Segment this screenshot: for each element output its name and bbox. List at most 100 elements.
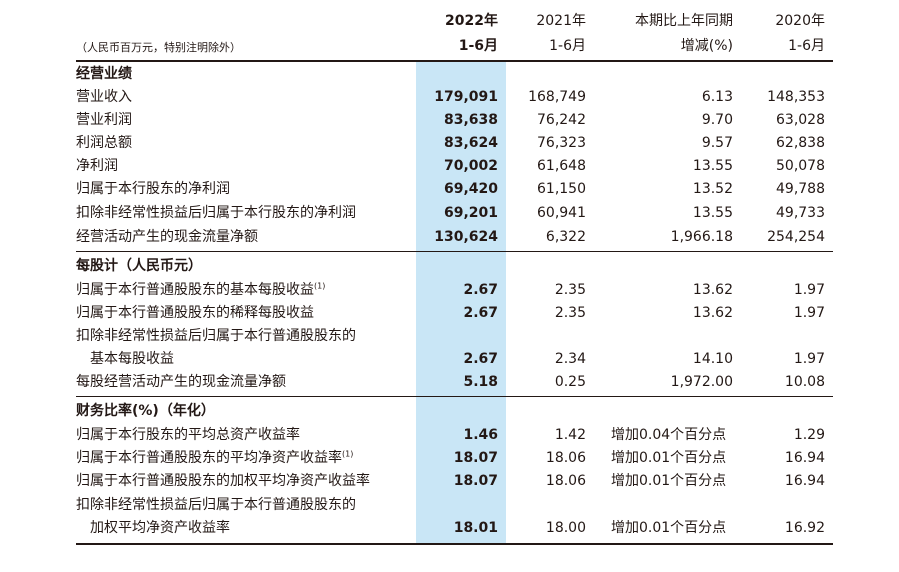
value-2021: 61,648 bbox=[537, 158, 586, 174]
row-label-text: 归属于本行普通股股东的基本每股收益 bbox=[76, 282, 314, 298]
table-row: 营业收入 179,091 168,749 6.13 148,353 bbox=[0, 86, 899, 109]
row-label: 归属于本行普通股股东的平均净资产收益率(1) bbox=[76, 447, 353, 470]
col-2020-year: 2020年 bbox=[775, 13, 825, 29]
value-change: 13.55 bbox=[692, 205, 733, 221]
value-2021: 18.06 bbox=[545, 473, 586, 489]
value-change: 1,972.00 bbox=[670, 374, 733, 390]
value-2022: 2.67 bbox=[463, 351, 498, 367]
header-rule bbox=[76, 60, 833, 62]
value-2020: 16.92 bbox=[784, 520, 825, 536]
value-change: 13.62 bbox=[692, 282, 733, 298]
value-2020: 62,838 bbox=[776, 135, 825, 151]
table-row: 归属于本行普通股股东的稀释每股收益 2.67 2.35 13.62 1.97 bbox=[0, 302, 899, 325]
value-2021: 18.06 bbox=[545, 450, 586, 466]
value-change: 9.57 bbox=[701, 135, 733, 151]
section-title: 每股计（人民币元） bbox=[76, 258, 202, 274]
table-row-label-line1: 扣除非经常性损益后归属于本行普通股股东的 bbox=[0, 494, 899, 517]
section-title-row: 每股计（人民币元） bbox=[0, 255, 899, 278]
value-2022: 69,201 bbox=[443, 205, 498, 221]
value-change: 增加0.01个百分点 bbox=[611, 450, 727, 466]
value-change: 增加0.01个百分点 bbox=[611, 473, 727, 489]
row-label: 扣除非经常性损益后归属于本行普通股股东的 bbox=[76, 497, 356, 513]
table-row: 利润总额 83,624 76,323 9.57 62,838 bbox=[0, 132, 899, 155]
value-2021: 61,150 bbox=[537, 181, 586, 197]
value-2020: 1.97 bbox=[793, 351, 825, 367]
value-2022: 69,420 bbox=[443, 181, 498, 197]
value-2020: 49,733 bbox=[776, 205, 825, 221]
value-2020: 50,078 bbox=[776, 158, 825, 174]
value-2022: 83,624 bbox=[443, 135, 498, 151]
table-row: 经营活动产生的现金流量净额 130,624 6,322 1,966.18 254… bbox=[0, 226, 899, 249]
col-2022-year: 2022年 bbox=[445, 13, 498, 29]
value-2022: 18.01 bbox=[453, 520, 498, 536]
table-row: 加权平均净资产收益率 18.01 18.00 增加0.01个百分点 16.92 bbox=[0, 517, 899, 540]
value-2022: 2.67 bbox=[463, 305, 498, 321]
value-2020: 148,353 bbox=[767, 89, 825, 105]
table-row: 营业利润 83,638 76,242 9.70 63,028 bbox=[0, 109, 899, 132]
section-divider bbox=[76, 251, 833, 252]
row-label: 每股经营活动产生的现金流量净额 bbox=[76, 374, 286, 390]
value-2021: 18.00 bbox=[545, 520, 586, 536]
value-2022: 83,638 bbox=[443, 112, 498, 128]
col-2021-period: 1-6月 bbox=[549, 38, 586, 54]
section-divider bbox=[76, 396, 833, 397]
table-row: 归属于本行普通股股东的平均净资产收益率(1) 18.07 18.06 增加0.0… bbox=[0, 447, 899, 470]
value-2021: 76,323 bbox=[537, 135, 586, 151]
value-2020: 1.97 bbox=[793, 305, 825, 321]
value-2021: 2.35 bbox=[554, 282, 586, 298]
value-2020: 254,254 bbox=[767, 229, 825, 245]
value-change: 9.70 bbox=[701, 112, 733, 128]
value-2022: 130,624 bbox=[434, 229, 498, 245]
table-header: 2022年 1-6月 2021年 1-6月 本期比上年同期 增减(%) 2020… bbox=[0, 0, 899, 60]
section-title-row: 财务比率(%)（年化） bbox=[0, 400, 899, 423]
value-2020: 16.94 bbox=[784, 473, 825, 489]
value-change: 6.13 bbox=[701, 89, 733, 105]
table-row: 净利润 70,002 61,648 13.55 50,078 bbox=[0, 155, 899, 178]
row-label-line2: 基本每股收益 bbox=[90, 351, 174, 367]
value-2022: 2.67 bbox=[463, 282, 498, 298]
row-label: 经营活动产生的现金流量净额 bbox=[76, 229, 258, 245]
row-label: 扣除非经常性损益后归属于本行股东的净利润 bbox=[76, 205, 356, 221]
value-2021: 60,941 bbox=[537, 205, 586, 221]
row-label: 归属于本行股东的平均总资产收益率 bbox=[76, 427, 300, 443]
value-change: 1,966.18 bbox=[670, 229, 733, 245]
row-label: 净利润 bbox=[76, 158, 118, 174]
row-label: 利润总额 bbox=[76, 135, 132, 151]
unit-note: （人民币百万元，特别注明除外） bbox=[76, 41, 241, 54]
table-row-label-line1: 扣除非经常性损益后归属于本行普通股股东的 bbox=[0, 325, 899, 348]
value-2021: 76,242 bbox=[537, 112, 586, 128]
value-2020: 49,788 bbox=[776, 181, 825, 197]
table-row: 每股经营活动产生的现金流量净额 5.18 0.25 1,972.00 10.08 bbox=[0, 371, 899, 394]
value-2021: 2.35 bbox=[554, 305, 586, 321]
row-label: 扣除非经常性损益后归属于本行普通股股东的 bbox=[76, 328, 356, 344]
value-2021: 0.25 bbox=[554, 374, 586, 390]
row-label-line2: 加权平均净资产收益率 bbox=[90, 520, 230, 536]
value-change: 14.10 bbox=[692, 351, 733, 367]
value-2021: 168,749 bbox=[528, 89, 586, 105]
table-bottom-rule bbox=[76, 543, 833, 545]
value-2020: 1.29 bbox=[793, 427, 825, 443]
value-2022: 18.07 bbox=[453, 450, 498, 466]
col-2022-period: 1-6月 bbox=[458, 38, 498, 54]
table-row: 归属于本行普通股股东的加权平均净资产收益率 18.07 18.06 增加0.01… bbox=[0, 470, 899, 493]
value-2022: 70,002 bbox=[443, 158, 498, 174]
value-2022: 1.46 bbox=[463, 427, 498, 443]
col-change-title: 本期比上年同期 bbox=[635, 13, 733, 29]
value-change: 增加0.01个百分点 bbox=[611, 520, 727, 536]
table-row: 归属于本行股东的平均总资产收益率 1.46 1.42 增加0.04个百分点 1.… bbox=[0, 424, 899, 447]
row-label: 营业收入 bbox=[76, 89, 132, 105]
highlight-column-2022 bbox=[416, 61, 506, 544]
value-2022: 5.18 bbox=[463, 374, 498, 390]
col-2021-year: 2021年 bbox=[536, 13, 586, 29]
value-2022: 179,091 bbox=[434, 89, 498, 105]
footnote-marker: (1) bbox=[342, 449, 354, 459]
value-2022: 18.07 bbox=[453, 473, 498, 489]
section-title: 经营业绩 bbox=[76, 66, 132, 82]
table-row: 基本每股收益 2.67 2.34 14.10 1.97 bbox=[0, 348, 899, 371]
value-change: 13.52 bbox=[692, 181, 733, 197]
col-2020-period: 1-6月 bbox=[788, 38, 825, 54]
row-label: 归属于本行普通股股东的加权平均净资产收益率 bbox=[76, 473, 370, 489]
value-2021: 2.34 bbox=[554, 351, 586, 367]
value-2020: 1.97 bbox=[793, 282, 825, 298]
